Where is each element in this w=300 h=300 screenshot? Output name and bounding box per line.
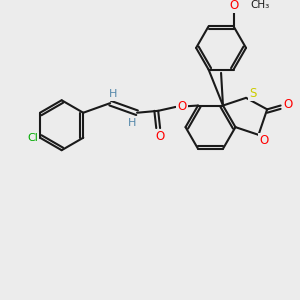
Text: O: O — [260, 134, 269, 147]
Text: H: H — [128, 118, 136, 128]
Text: O: O — [229, 0, 238, 12]
Text: H: H — [109, 89, 117, 100]
Text: Cl: Cl — [27, 133, 38, 143]
Text: CH₃: CH₃ — [251, 0, 270, 10]
Text: S: S — [249, 86, 256, 100]
Text: O: O — [155, 130, 165, 143]
Text: O: O — [284, 98, 293, 111]
Text: O: O — [178, 100, 187, 112]
